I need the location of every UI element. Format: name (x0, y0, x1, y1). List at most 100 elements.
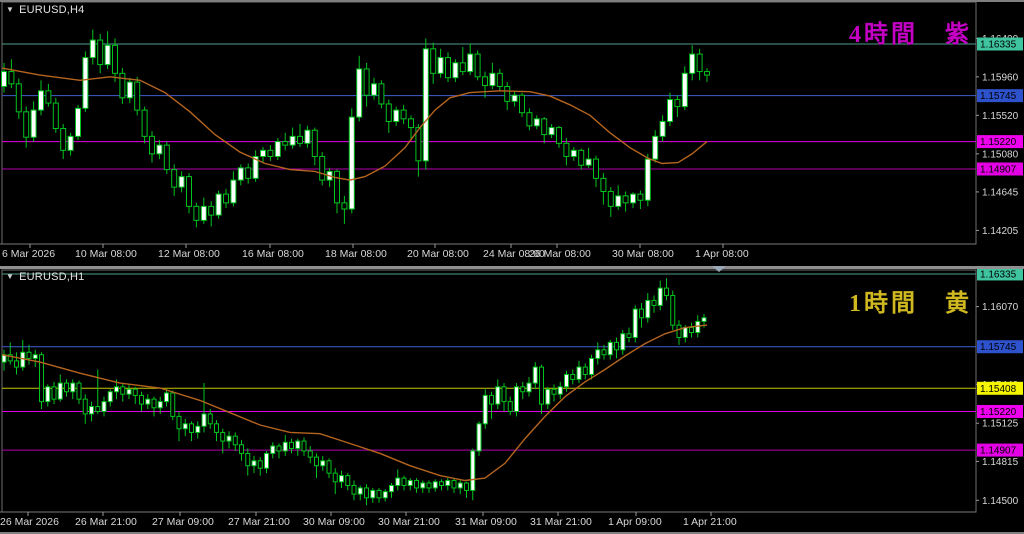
x-tick-label: 20 Mar 08:00 (407, 248, 469, 260)
candle-body (432, 481, 438, 489)
candle-body (193, 205, 200, 221)
plot-area[interactable] (1, 2, 977, 245)
collapse-icon[interactable]: ▼ (6, 272, 15, 281)
candle-body (52, 102, 59, 129)
candle-body (615, 195, 622, 207)
candle-body (681, 72, 688, 108)
candle-body (639, 308, 644, 319)
candle-body (470, 450, 476, 491)
candle-body (82, 398, 88, 415)
candle-body (8, 71, 15, 85)
candle-body (239, 444, 244, 454)
candle-body (600, 177, 607, 192)
level-blue-price-label: 1.15745 (980, 91, 1017, 102)
resistance-teal-price-tag[interactable] (977, 37, 1023, 51)
chart-header-h1[interactable]: ▼ EURUSD,H1 (6, 271, 85, 283)
candle-body (282, 141, 289, 146)
x-tick-label: 1 Apr 09:00 (608, 516, 662, 528)
resistance-teal-price-tag[interactable] (977, 269, 1023, 281)
candle-body (97, 39, 104, 66)
candle-body (457, 482, 463, 489)
candle-body (307, 450, 313, 458)
h1-chart[interactable]: 1.160701.154401.151251.148151.145001.163… (0, 269, 1024, 532)
candle-body (452, 62, 459, 79)
candle-body (260, 149, 266, 157)
chart-panel-h4: ▼ EURUSD,H4 4時間 紫 1.164001.159601.155201… (0, 2, 1024, 266)
candle-body (245, 452, 251, 467)
candle-body (89, 39, 96, 59)
candle-body (145, 398, 151, 405)
support-magenta-price-tag[interactable] (977, 443, 1023, 457)
candle-body (395, 477, 401, 486)
candle-body (320, 460, 326, 467)
level-yellow-price-tag[interactable] (977, 381, 1023, 395)
candle-body (345, 475, 351, 486)
candle-body (171, 169, 178, 188)
ma-line[interactable] (1, 67, 708, 181)
candle-body (348, 116, 355, 210)
candle-body (301, 440, 307, 452)
x-tick-label: 10 Mar 08:00 (75, 248, 137, 260)
ma-line[interactable] (1, 324, 708, 482)
panel-divider-handle[interactable] (712, 266, 726, 272)
x-tick-label: 24 Mar 08:00 (483, 248, 545, 260)
candle-body (357, 487, 363, 495)
candle-body (89, 406, 94, 415)
candle-body (178, 176, 185, 188)
x-tick-label: 30 Mar 08:00 (612, 248, 674, 260)
candle-body (626, 333, 632, 338)
candle-body (64, 382, 69, 393)
candle-body (370, 489, 376, 499)
candle-body (295, 440, 301, 449)
candle-body (400, 109, 407, 120)
candle-body (545, 388, 551, 405)
candle-body (208, 205, 215, 216)
candle-body (141, 109, 148, 137)
resistance-teal-price-label: 1.16335 (980, 40, 1017, 51)
candle-body (489, 72, 496, 87)
level-blue-price-label: 1.15745 (980, 342, 1017, 353)
candle-body (170, 392, 176, 417)
x-tick-label: 31 Mar 21:00 (530, 516, 592, 528)
candle-body (101, 401, 107, 412)
candle-body (593, 158, 599, 179)
candle-body (408, 118, 414, 129)
candle-body (482, 394, 488, 425)
chart-header-h4[interactable]: ▼ EURUSD,H4 (6, 4, 85, 16)
candle-body (230, 179, 237, 204)
candle-body (551, 388, 557, 395)
support-purple-price-tag[interactable] (977, 162, 1023, 176)
level-blue-price-tag[interactable] (977, 89, 1023, 103)
chart-panel-h1: ▼ EURUSD,H1 1時間 黄 1.160701.154401.151251… (0, 266, 1024, 532)
plot-area[interactable] (1, 269, 977, 513)
level-magenta-price-tag[interactable] (977, 135, 1023, 149)
candle-body (439, 481, 444, 486)
candle-body (60, 127, 67, 151)
candle-body (157, 401, 163, 409)
collapse-icon[interactable]: ▼ (6, 5, 15, 14)
h4-chart[interactable]: 1.164001.159601.155201.150801.146451.142… (0, 2, 1024, 266)
candle-body (351, 484, 357, 495)
candle-body (541, 118, 548, 136)
x-tick-label: 30 Mar 21:00 (378, 516, 440, 528)
candle-body (223, 193, 229, 204)
candle-body (476, 423, 482, 452)
candle-body (82, 57, 89, 109)
x-tick-label: 31 Mar 09:00 (455, 516, 517, 528)
level-blue-price-tag[interactable] (977, 340, 1023, 354)
candle-body (533, 118, 540, 127)
candle-body (467, 53, 474, 73)
candle-body (215, 193, 222, 216)
x-tick-label: 16 Mar 08:00 (242, 248, 304, 260)
candle-body (334, 170, 340, 204)
candle-body (107, 391, 113, 403)
candle-body (95, 406, 101, 412)
candle-body (651, 299, 657, 306)
candle-body (297, 135, 303, 144)
candle-body (214, 423, 219, 433)
candle-body (363, 68, 370, 96)
candle-body (607, 190, 614, 207)
y-tick-label: 1.15520 (982, 111, 1019, 122)
candle-body (620, 333, 626, 351)
level-magenta-price-tag[interactable] (977, 404, 1023, 418)
